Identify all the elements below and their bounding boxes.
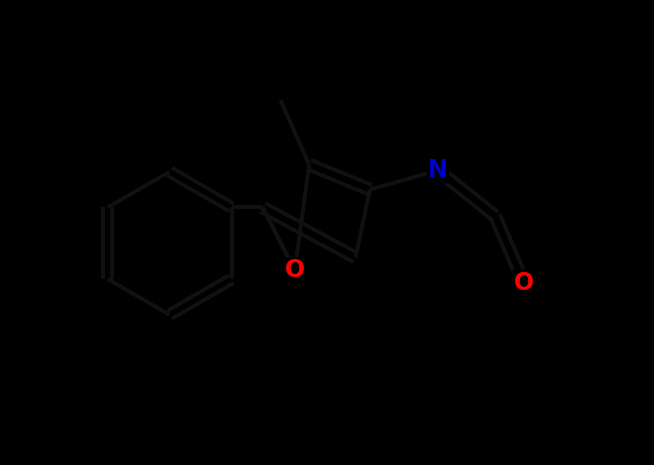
Text: N: N [428, 158, 448, 182]
Text: O: O [284, 259, 305, 282]
Text: O: O [513, 271, 534, 294]
